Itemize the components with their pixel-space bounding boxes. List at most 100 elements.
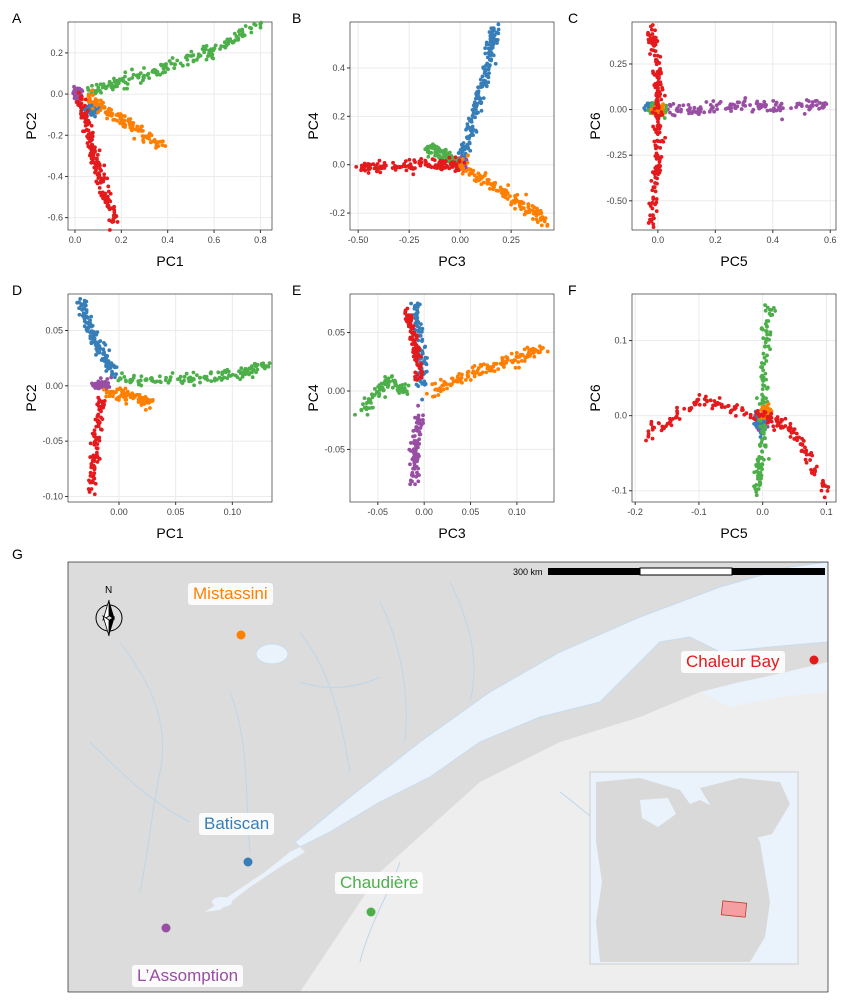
data-point [207,51,212,55]
data-point [124,393,129,398]
data-point [447,155,452,160]
data-point [659,71,663,76]
data-point [157,374,162,379]
data-point [433,146,438,151]
data-point [393,167,398,172]
data-point [397,391,402,395]
plot-border [67,21,273,231]
data-point [79,303,84,308]
data-point [79,115,84,120]
data-point [509,202,513,207]
data-point [804,452,809,457]
data-point [762,383,767,388]
data-point [442,382,447,386]
data-point [420,397,425,402]
data-point [515,199,520,203]
data-point [378,170,383,175]
data-point [189,49,194,54]
data-point [379,382,384,386]
data-point [140,397,145,401]
data-point [650,188,655,193]
y-tick-label: -0.05 [324,444,345,454]
data-point [263,366,267,371]
data-point [104,394,109,399]
data-point [89,487,94,491]
x-tick-label: -0.50 [348,235,369,245]
data-point [464,169,469,173]
data-point [208,371,213,376]
data-point [766,420,770,425]
data-point [97,190,102,195]
data-point [113,375,117,380]
data-point [772,106,776,111]
data-point [776,422,781,426]
data-point [436,393,441,397]
data-point [194,373,199,378]
data-point [794,436,799,440]
data-point [737,100,741,105]
data-point [513,194,517,198]
data-point [409,301,413,306]
north-arrow-icon [95,599,123,637]
data-point [712,109,717,114]
data-point [789,431,794,435]
data-point [461,146,466,151]
series-points [646,23,668,230]
data-point [92,492,97,497]
data-point [799,104,804,109]
data-point [91,147,95,152]
data-point [543,216,548,221]
data-point [415,308,420,313]
data-point [485,181,490,186]
data-point [144,377,149,381]
data-point [238,377,243,382]
panel-label-b: B [292,10,302,26]
data-point [226,369,231,374]
data-point [764,359,769,363]
data-point [172,62,177,67]
data-point [652,43,657,48]
data-point [420,337,425,342]
data-point [810,103,815,108]
data-point [102,341,106,345]
data-point [249,30,254,35]
data-point [101,347,106,352]
data-point [687,111,691,116]
data-point [86,133,91,138]
y-tick-label: -0.4 [47,171,63,181]
data-point [105,116,109,121]
data-point [651,222,656,227]
series-points [116,361,272,388]
map-lake-saint-pierre [212,897,232,907]
x-tick-label: 0.0 [652,235,665,245]
data-point [411,456,415,461]
data-point [668,110,672,115]
data-point [465,122,470,127]
data-point [160,70,165,75]
data-point [651,225,656,230]
data-point [424,362,429,367]
data-point [93,114,97,119]
series-points [354,155,467,177]
data-point [810,453,815,458]
data-point [90,133,95,138]
data-point [465,373,470,378]
data-point [122,86,127,91]
map-river-1 [119,641,164,893]
data-point [766,344,771,349]
data-point [815,98,819,103]
data-point [508,194,512,198]
data-point [166,67,170,72]
y-tick-label: 0.05 [327,328,345,338]
data-point [152,138,157,143]
data-point [675,109,680,114]
data-point [441,150,446,155]
data-point [485,61,490,66]
data-point [648,24,653,29]
data-point [773,102,778,107]
data-point [545,349,550,354]
data-point [655,123,660,128]
data-point [765,108,770,113]
x-axis-label: PC5 [720,525,747,541]
data-point [117,395,122,399]
